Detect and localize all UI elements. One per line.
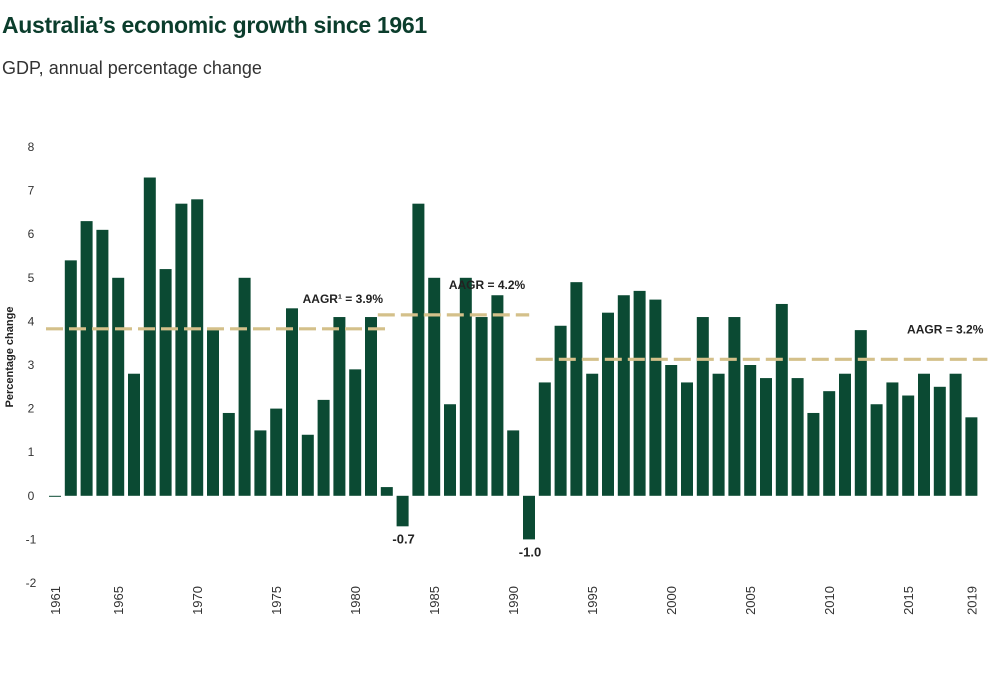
y-tick-label: 0 [28,489,35,503]
bar-1961 [49,495,61,497]
y-tick-label: 4 [28,314,35,328]
x-tick-label: 2000 [664,586,679,615]
bar-1963 [80,221,93,496]
bar-1987 [459,277,472,496]
bar-1978 [317,399,330,496]
bar-1989 [491,295,504,496]
y-axis-label: Percentage change [4,307,16,408]
bar-1995 [586,373,599,496]
bar-2001 [681,382,693,496]
bar-2013 [870,404,883,496]
bar-2009 [807,412,820,496]
bar-value-label: -1.0 [519,544,541,559]
x-tick-label: 1961 [48,586,63,615]
y-tick-label: 8 [28,140,35,154]
bar-2005 [744,365,757,496]
average-lines-group: AAGR¹ = 3.9% AAGR = 4.2% AAGR = 3.2% [46,278,988,361]
bar-2016 [918,373,930,496]
y-axis: 8 7 6 5 4 3 2 1 0 -1 -2 [26,140,37,590]
x-tick-label: 2015 [901,586,916,615]
bar-2008 [791,378,804,496]
bar-value-label: -0.7 [392,531,414,546]
bar-1998 [633,290,646,496]
y-tick-label: -1 [26,532,37,546]
bar-2015 [902,395,915,496]
x-axis: 1961 1965 1970 1975 1980 1985 1990 1995 2000 2005… [48,586,979,615]
y-tick-label: 6 [28,227,35,241]
chart-title: Australia’s economic growth since 1961 [2,12,427,38]
y-tick-label: -2 [26,576,37,590]
bars-group: -0.7 -1.0 [49,177,978,559]
bar-1974 [254,430,267,496]
bar-1996 [602,312,614,496]
bar-1977 [301,434,314,496]
bar-1997 [617,295,630,496]
bar-2002 [696,317,709,496]
bar-1999 [649,299,662,496]
y-tick-label: 5 [28,271,35,285]
bar-1983 [396,495,409,527]
y-tick-label: 7 [28,184,35,198]
bar-2014 [886,382,899,496]
bar-1973 [238,277,251,496]
y-tick-label: 3 [28,358,35,372]
average-label: AAGR¹ = 3.9% [303,292,384,306]
x-tick-label: 1970 [190,586,205,615]
bar-2018 [949,373,962,496]
bar-1986 [444,404,456,496]
bar-1985 [428,277,441,496]
bar-2010 [823,391,836,496]
bar-1966 [128,373,140,496]
x-tick-label: 2005 [743,586,758,615]
x-tick-label: 1980 [348,586,363,615]
bar-1971 [207,330,219,496]
bar-1984 [412,203,425,496]
bar-1967 [143,177,156,496]
bar-1970 [191,199,204,496]
x-tick-label: 1995 [585,586,600,615]
bar-1981 [365,317,377,496]
bar-1972 [222,412,235,496]
bar-2004 [728,317,741,496]
bar-1993 [554,325,567,496]
bar-1969 [175,203,188,496]
x-tick-label: 1975 [269,586,284,615]
chart-subtitle: GDP, annual percentage change [2,58,262,78]
bar-2011 [839,373,851,496]
bar-2006 [760,378,772,496]
bar-2003 [712,373,725,496]
bar-1992 [538,382,551,496]
average-label: AAGR = 4.2% [449,278,526,292]
bar-2000 [665,365,678,496]
bar-1990 [507,430,520,496]
x-tick-label: 2019 [964,586,979,615]
bar-1994 [570,282,583,496]
bar-1964 [96,229,109,496]
x-tick-label: 2010 [822,586,837,615]
bar-2017 [933,386,946,496]
bar-2019 [965,417,978,496]
bar-2012 [854,330,867,496]
bar-1976 [286,308,298,496]
x-tick-label: 1990 [506,586,521,615]
bar-1980 [349,369,362,496]
bar-1962 [64,260,77,496]
bar-1982 [380,487,393,496]
bar-1979 [333,317,346,496]
average-label: AAGR = 3.2% [907,322,984,336]
bar-1965 [112,277,125,496]
x-tick-label: 1985 [427,586,442,615]
y-tick-label: 1 [28,445,35,459]
bar-1991 [523,495,535,540]
bar-1968 [159,269,172,496]
x-tick-label: 1965 [111,586,126,615]
y-tick-label: 2 [28,402,35,416]
bar-1988 [475,317,488,496]
bar-2007 [775,303,788,496]
bar-1975 [270,408,283,496]
